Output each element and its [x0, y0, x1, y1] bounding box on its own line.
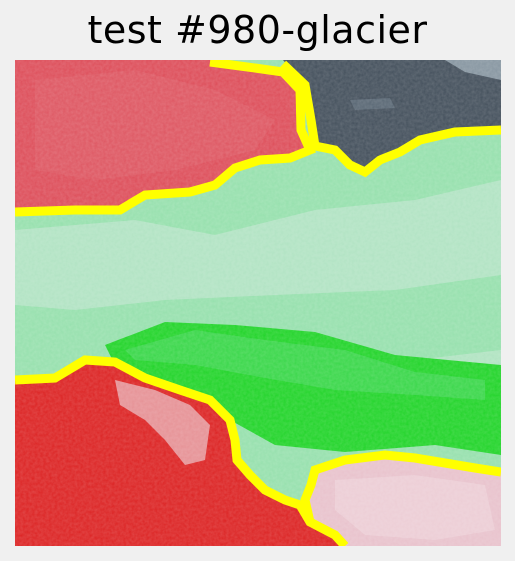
boundary-dark: [279, 60, 501, 178]
pixel-noise-texture: [15, 60, 501, 546]
segmentation-image-panel: [15, 60, 501, 546]
boundary-lines: [15, 60, 501, 546]
boundary-red-top: [15, 60, 317, 217]
segmentation-image: [15, 60, 501, 546]
boundary-pink: [300, 450, 501, 523]
figure-title: test #980-glacier: [87, 8, 428, 52]
